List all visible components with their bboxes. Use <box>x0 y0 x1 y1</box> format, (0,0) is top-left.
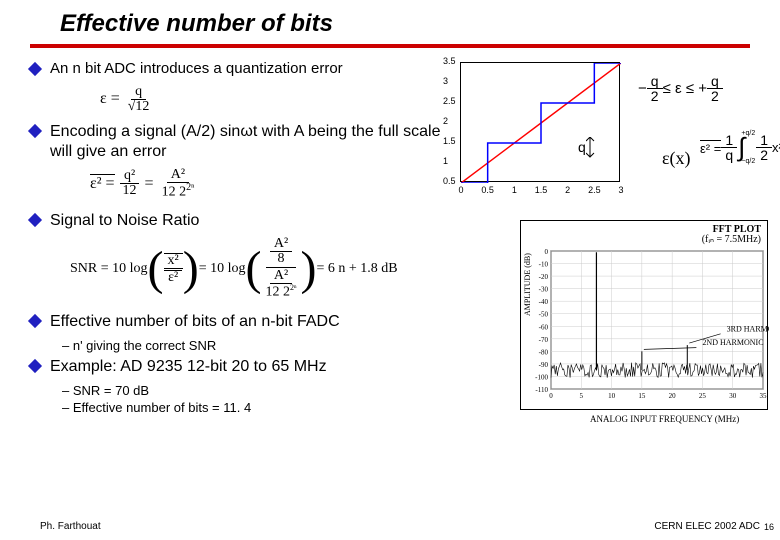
quantization-chart-svg <box>461 63 621 183</box>
f1-lhs: ε = <box>100 90 120 108</box>
side-eq-integral: ε² = 1q ∫ +q/2 −q/2 12 x² dx <box>700 132 780 163</box>
title-rule <box>30 44 750 48</box>
snr-mid: = 10 log <box>199 261 246 277</box>
ann-q: q <box>578 139 586 155</box>
snr-f2: A²8 A²12 22ⁿ <box>261 237 300 300</box>
bullet-4-text: Effective number of bits of an n-bit FAD… <box>50 312 340 332</box>
paren-open-icon: ( <box>148 245 164 293</box>
svg-text:35: 35 <box>760 392 768 400</box>
svg-text:10: 10 <box>608 392 616 400</box>
fft-title: FFT PLOT(fᵢₙ = 7.5MHz) <box>702 225 761 245</box>
f2a-num: q² <box>120 169 139 184</box>
snr-right: = 6 n + 1.8 dB <box>317 261 398 277</box>
svg-text:3RD HARMONIC: 3RD HARMONIC <box>727 324 769 333</box>
svg-text:-50: -50 <box>539 311 549 319</box>
f2a-frac: q² 12 <box>119 169 141 198</box>
svg-text:30: 30 <box>729 392 737 400</box>
f1-den: √12 <box>124 100 154 114</box>
bullet-2-text: Encoding a signal (A/2) sinωt with A bei… <box>50 122 450 162</box>
formula-eps2: ε² = q² 12 = A² 12 22ⁿ <box>90 168 750 200</box>
svg-text:0: 0 <box>545 248 549 256</box>
f1-num: q <box>131 85 146 100</box>
paren-close-icon: ) <box>183 245 199 293</box>
f2a-den: 12 <box>119 184 141 198</box>
bullet-icon <box>28 314 42 328</box>
quantization-chart: 00.511.522.53 0.511.522.533.5 <box>460 62 620 182</box>
bullet-icon <box>28 62 42 76</box>
svg-text:-70: -70 <box>539 336 549 344</box>
svg-text:-100: -100 <box>535 373 548 381</box>
bullet-2: Encoding a signal (A/2) sinωt with A bei… <box>30 122 750 162</box>
bullet-5-text: Example: AD 9235 12-bit 20 to 65 MHz <box>50 357 327 377</box>
svg-text:-20: -20 <box>539 273 549 281</box>
fft-ylabel: AMPLITUDE (dB) <box>523 253 532 316</box>
svg-text:-40: -40 <box>539 298 549 306</box>
footer: Ph. Farthouat CERN ELEC 2002 ADC <box>40 521 760 532</box>
svg-text:-60: -60 <box>539 323 549 331</box>
slide-title: Effective number of bits <box>60 10 750 38</box>
bullet-icon <box>28 359 42 373</box>
page-number: 16 <box>764 522 774 532</box>
bullet-icon <box>28 213 42 227</box>
svg-text:0: 0 <box>549 392 553 400</box>
f2b-frac: A² 12 22ⁿ <box>158 168 199 200</box>
paren-close-icon: ) <box>301 245 317 293</box>
snr-f1n: x² <box>164 253 183 269</box>
svg-text:20: 20 <box>669 392 677 400</box>
svg-text:-30: -30 <box>539 286 549 294</box>
svg-text:-10: -10 <box>539 261 549 269</box>
svg-text:15: 15 <box>638 392 646 400</box>
bullet-icon <box>28 124 42 138</box>
integral-icon: ∫ +q/2 −q/2 <box>738 132 745 163</box>
svg-text:-110: -110 <box>535 386 548 394</box>
bullet-3-text: Signal to Noise Ratio <box>50 211 199 231</box>
svg-text:-90: -90 <box>539 361 549 369</box>
svg-text:-80: -80 <box>539 348 549 356</box>
f1-frac: q √12 <box>124 85 154 114</box>
svg-text:5: 5 <box>580 392 584 400</box>
f2b-num: A² <box>167 168 189 183</box>
snr-f1: x² ε² <box>164 253 183 285</box>
svg-text:25: 25 <box>699 392 707 400</box>
footer-right: CERN ELEC 2002 ADC <box>654 521 760 532</box>
fft-xlabel: ANALOG INPUT FREQUENCY (MHz) <box>590 414 739 424</box>
fft-plot: FFT PLOT(fᵢₙ = 7.5MHz) AMPLITUDE (dB) 0-… <box>520 220 768 410</box>
footer-left: Ph. Farthouat <box>40 521 101 532</box>
ann-epsx: ε(x) <box>662 148 691 169</box>
paren-open-icon: ( <box>246 245 262 293</box>
side-eq-range: − q2 ≤ ε ≤ + q2 <box>638 74 723 103</box>
snr-left: SNR = 10 log <box>70 261 148 277</box>
svg-text:2ND HARMONIC: 2ND HARMONIC <box>702 338 763 347</box>
fft-plot-svg: 0-10-20-30-40-50-60-70-80-90-100-1100510… <box>521 221 769 411</box>
content-area: An n bit ADC introduces a quantization e… <box>30 60 750 415</box>
f2b-den: 12 22ⁿ <box>158 183 199 200</box>
f2-lhs: ε² = <box>90 174 115 193</box>
snr-f1d: ε² <box>164 270 182 285</box>
bullet-1-text: An n bit ADC introduces a quantization e… <box>50 60 343 79</box>
